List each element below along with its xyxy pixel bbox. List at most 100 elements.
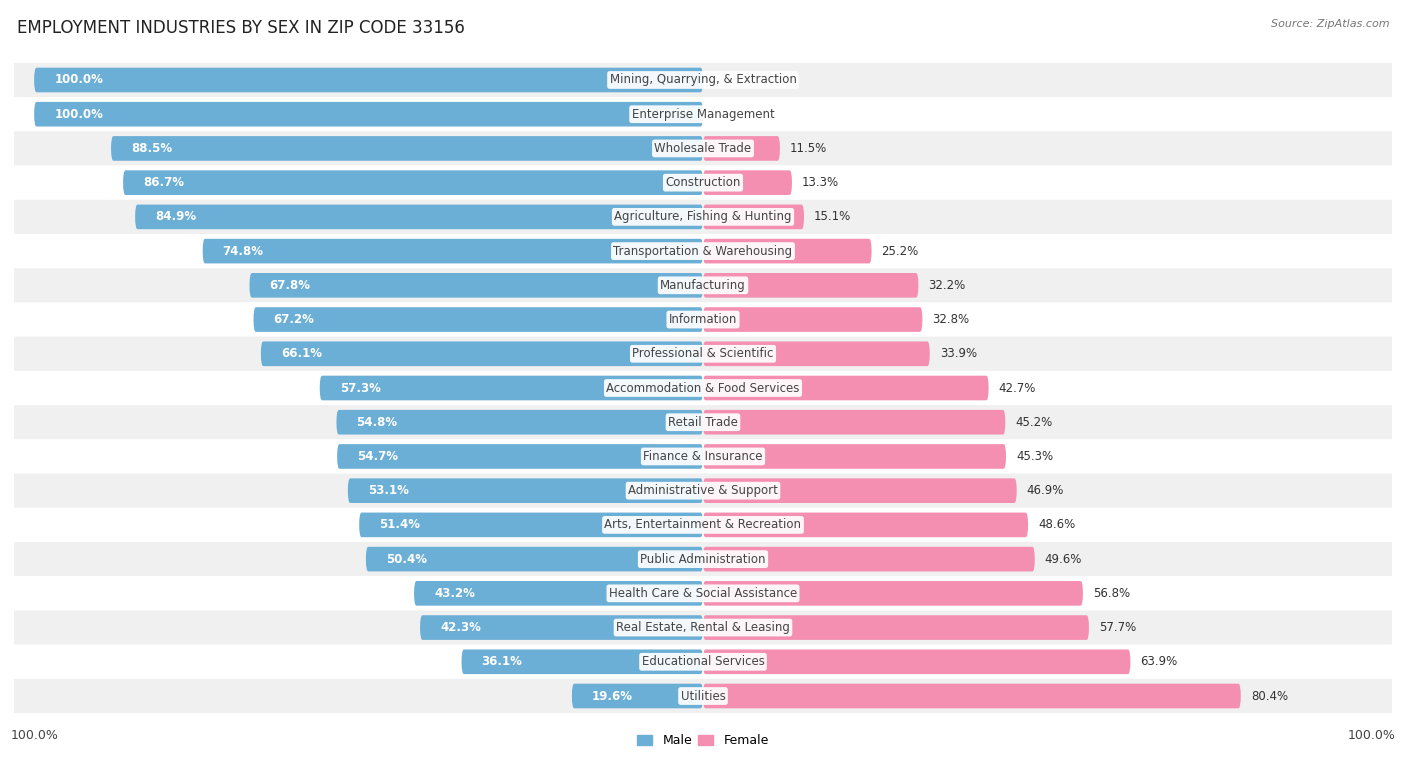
- Text: 45.2%: 45.2%: [1015, 416, 1053, 428]
- Text: 57.7%: 57.7%: [1099, 621, 1136, 634]
- FancyBboxPatch shape: [347, 478, 703, 503]
- Text: 36.1%: 36.1%: [482, 655, 523, 668]
- Text: Manufacturing: Manufacturing: [661, 279, 745, 292]
- FancyBboxPatch shape: [703, 239, 872, 263]
- Text: 19.6%: 19.6%: [592, 690, 633, 702]
- Text: 67.8%: 67.8%: [270, 279, 311, 292]
- Text: 45.3%: 45.3%: [1017, 450, 1053, 463]
- FancyBboxPatch shape: [14, 473, 1392, 508]
- Text: Arts, Entertainment & Recreation: Arts, Entertainment & Recreation: [605, 518, 801, 532]
- Text: Wholesale Trade: Wholesale Trade: [654, 142, 752, 155]
- FancyBboxPatch shape: [135, 205, 703, 229]
- Text: 57.3%: 57.3%: [340, 382, 381, 394]
- FancyBboxPatch shape: [703, 513, 1028, 537]
- Text: Agriculture, Fishing & Hunting: Agriculture, Fishing & Hunting: [614, 210, 792, 223]
- FancyBboxPatch shape: [111, 136, 703, 161]
- FancyBboxPatch shape: [703, 615, 1088, 640]
- FancyBboxPatch shape: [14, 439, 1392, 473]
- Text: Finance & Insurance: Finance & Insurance: [644, 450, 762, 463]
- FancyBboxPatch shape: [14, 268, 1392, 303]
- Text: 74.8%: 74.8%: [222, 244, 264, 258]
- Text: Administrative & Support: Administrative & Support: [628, 484, 778, 497]
- FancyBboxPatch shape: [14, 611, 1392, 645]
- Text: 42.7%: 42.7%: [998, 382, 1036, 394]
- FancyBboxPatch shape: [336, 410, 703, 435]
- Text: 48.6%: 48.6%: [1038, 518, 1076, 532]
- Text: 63.9%: 63.9%: [1140, 655, 1178, 668]
- FancyBboxPatch shape: [34, 68, 703, 92]
- FancyBboxPatch shape: [703, 650, 1130, 674]
- FancyBboxPatch shape: [319, 376, 703, 400]
- Text: 54.8%: 54.8%: [357, 416, 398, 428]
- Text: Source: ZipAtlas.com: Source: ZipAtlas.com: [1271, 19, 1389, 29]
- FancyBboxPatch shape: [703, 307, 922, 332]
- FancyBboxPatch shape: [461, 650, 703, 674]
- FancyBboxPatch shape: [124, 171, 703, 195]
- Text: 100.0%: 100.0%: [55, 108, 103, 121]
- Text: Educational Services: Educational Services: [641, 655, 765, 668]
- FancyBboxPatch shape: [14, 645, 1392, 679]
- Text: Health Care & Social Assistance: Health Care & Social Assistance: [609, 587, 797, 600]
- FancyBboxPatch shape: [14, 337, 1392, 371]
- FancyBboxPatch shape: [14, 165, 1392, 199]
- Legend: Male, Female: Male, Female: [633, 729, 773, 752]
- Text: 54.7%: 54.7%: [357, 450, 398, 463]
- FancyBboxPatch shape: [703, 547, 1035, 571]
- Text: 33.9%: 33.9%: [939, 348, 977, 360]
- Text: Professional & Scientific: Professional & Scientific: [633, 348, 773, 360]
- FancyBboxPatch shape: [703, 376, 988, 400]
- FancyBboxPatch shape: [703, 478, 1017, 503]
- Text: 100.0%: 100.0%: [55, 74, 103, 86]
- Text: 13.3%: 13.3%: [801, 176, 839, 189]
- Text: Mining, Quarrying, & Extraction: Mining, Quarrying, & Extraction: [610, 74, 796, 86]
- Text: 43.2%: 43.2%: [434, 587, 475, 600]
- Text: 15.1%: 15.1%: [814, 210, 851, 223]
- FancyBboxPatch shape: [366, 547, 703, 571]
- Text: 32.2%: 32.2%: [928, 279, 966, 292]
- Text: 56.8%: 56.8%: [1092, 587, 1130, 600]
- FancyBboxPatch shape: [703, 341, 929, 366]
- Text: 84.9%: 84.9%: [155, 210, 197, 223]
- FancyBboxPatch shape: [249, 273, 703, 298]
- FancyBboxPatch shape: [703, 136, 780, 161]
- FancyBboxPatch shape: [253, 307, 703, 332]
- FancyBboxPatch shape: [14, 577, 1392, 611]
- FancyBboxPatch shape: [14, 63, 1392, 97]
- Text: Accommodation & Food Services: Accommodation & Food Services: [606, 382, 800, 394]
- FancyBboxPatch shape: [337, 444, 703, 469]
- Text: 67.2%: 67.2%: [274, 313, 315, 326]
- Text: 11.5%: 11.5%: [790, 142, 827, 155]
- FancyBboxPatch shape: [14, 371, 1392, 405]
- Text: 51.4%: 51.4%: [380, 518, 420, 532]
- FancyBboxPatch shape: [703, 273, 918, 298]
- FancyBboxPatch shape: [14, 508, 1392, 542]
- FancyBboxPatch shape: [14, 199, 1392, 234]
- FancyBboxPatch shape: [14, 303, 1392, 337]
- FancyBboxPatch shape: [359, 513, 703, 537]
- Text: 46.9%: 46.9%: [1026, 484, 1064, 497]
- Text: 25.2%: 25.2%: [882, 244, 920, 258]
- Text: Information: Information: [669, 313, 737, 326]
- Text: Utilities: Utilities: [681, 690, 725, 702]
- Text: Transportation & Warehousing: Transportation & Warehousing: [613, 244, 793, 258]
- FancyBboxPatch shape: [14, 679, 1392, 713]
- FancyBboxPatch shape: [703, 171, 792, 195]
- Text: 86.7%: 86.7%: [143, 176, 184, 189]
- FancyBboxPatch shape: [14, 131, 1392, 165]
- Text: Real Estate, Rental & Leasing: Real Estate, Rental & Leasing: [616, 621, 790, 634]
- Text: 88.5%: 88.5%: [131, 142, 173, 155]
- FancyBboxPatch shape: [420, 615, 703, 640]
- FancyBboxPatch shape: [413, 581, 703, 605]
- Text: Construction: Construction: [665, 176, 741, 189]
- Text: 49.6%: 49.6%: [1045, 553, 1083, 566]
- Text: Retail Trade: Retail Trade: [668, 416, 738, 428]
- Text: 53.1%: 53.1%: [368, 484, 409, 497]
- Text: Enterprise Management: Enterprise Management: [631, 108, 775, 121]
- Text: Public Administration: Public Administration: [640, 553, 766, 566]
- Text: 80.4%: 80.4%: [1251, 690, 1288, 702]
- Text: 42.3%: 42.3%: [440, 621, 481, 634]
- Text: 50.4%: 50.4%: [387, 553, 427, 566]
- FancyBboxPatch shape: [703, 684, 1240, 708]
- FancyBboxPatch shape: [703, 444, 1007, 469]
- FancyBboxPatch shape: [34, 102, 703, 126]
